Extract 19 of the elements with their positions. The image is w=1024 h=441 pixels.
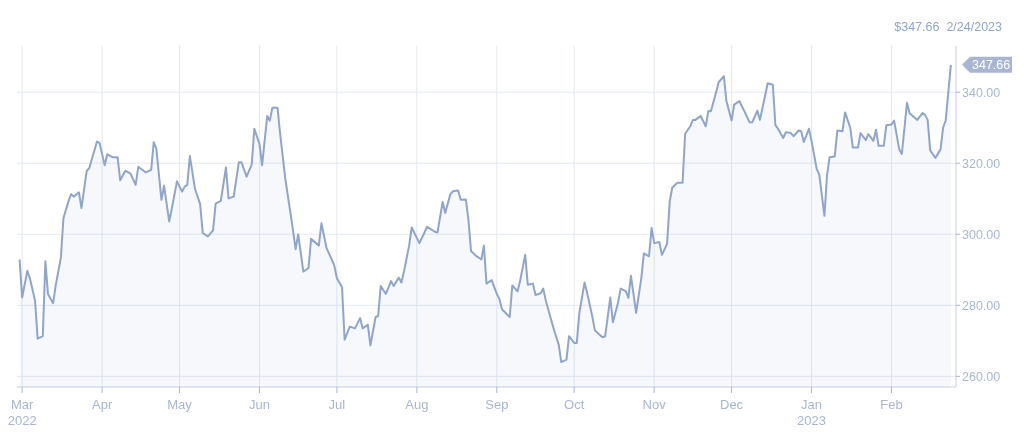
- y-tick-label: 260.00: [962, 369, 1001, 384]
- y-tick-label: 300.00: [962, 227, 1001, 242]
- x-tick-label: Nov: [642, 397, 667, 412]
- x-tick-label: Sep: [485, 397, 509, 412]
- y-tick-label: 280.00: [962, 298, 1001, 313]
- x-tick-label: Jun: [249, 397, 270, 412]
- x-tick-label: Aug: [405, 397, 429, 412]
- y-tick-label: 320.00: [962, 156, 1001, 171]
- y-tick-label: 340.00: [962, 85, 1001, 100]
- x-tick-label: Jul: [328, 397, 346, 412]
- x-tick-label: Jan 2023: [797, 397, 826, 428]
- x-tick-label: Dec: [720, 397, 744, 412]
- x-tick-label: Feb: [880, 397, 903, 412]
- x-tick-label: May: [167, 397, 193, 412]
- text: 347.66: [972, 58, 1011, 73]
- x-tick-label: Oct: [564, 397, 585, 412]
- x-tick-label: Mar 2022: [7, 397, 37, 428]
- text: $347.66 2/24/2023: [894, 20, 1002, 34]
- x-tick-label: Apr: [92, 397, 113, 412]
